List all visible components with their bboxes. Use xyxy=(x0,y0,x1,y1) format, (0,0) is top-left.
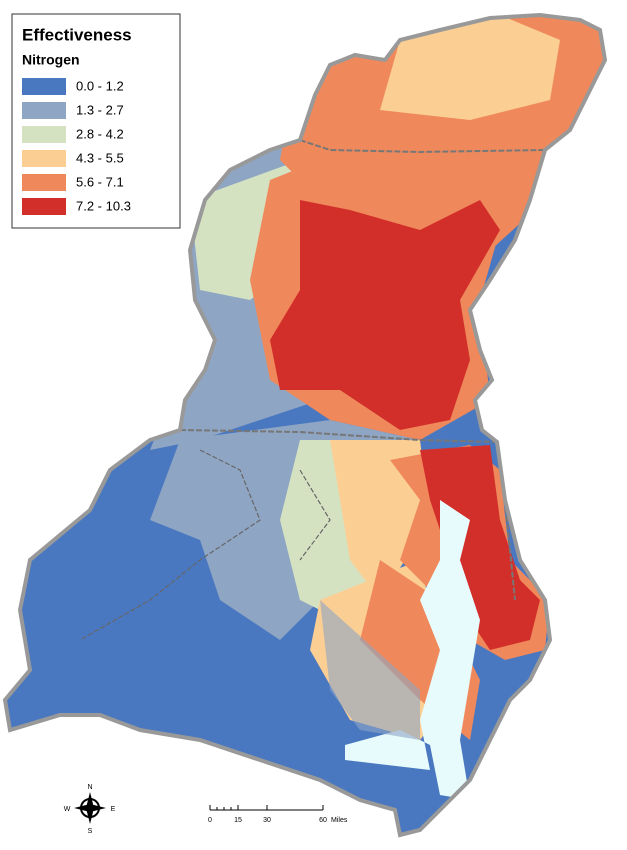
scale-label: 15 xyxy=(234,817,242,824)
scale-units: Miles xyxy=(331,817,348,824)
compass-star xyxy=(74,792,106,824)
legend-label: 2.8 - 4.2 xyxy=(76,126,124,141)
legend-swatch xyxy=(22,150,66,167)
legend-label: 5.6 - 7.1 xyxy=(76,174,124,189)
region xyxy=(420,445,540,650)
legend: Effectiveness Nitrogen 0.0 - 1.2 1.3 - 2.… xyxy=(11,13,181,229)
legend-swatch xyxy=(22,174,66,191)
region xyxy=(380,15,560,120)
compass-south: S xyxy=(88,828,93,835)
region xyxy=(270,200,500,430)
legend-subtitle: Nitrogen xyxy=(22,52,80,68)
scale-label: 0 xyxy=(208,817,212,824)
region xyxy=(320,600,420,740)
legend-swatch xyxy=(22,126,66,143)
scale-label: 60 xyxy=(319,817,327,824)
state-border xyxy=(179,139,546,601)
compass-west: W xyxy=(64,806,71,813)
compass-north: N xyxy=(87,784,92,791)
legend-swatch xyxy=(22,78,66,95)
bay xyxy=(345,500,480,800)
legend-title: Effectiveness xyxy=(22,25,132,44)
legend-label: 7.2 - 10.3 xyxy=(76,198,131,213)
legend-items: 0.0 - 1.2 1.3 - 2.7 2.8 - 4.2 4.3 - 5.5 5.6 … xyxy=(22,78,131,215)
state-border xyxy=(79,449,331,641)
legend-label: 0.0 - 1.2 xyxy=(76,78,124,93)
compass: N S E W xyxy=(64,784,116,835)
legend-swatch xyxy=(22,198,66,215)
legend-label: 1.3 - 2.7 xyxy=(76,102,124,117)
legend-box xyxy=(11,13,181,229)
compass-east: E xyxy=(111,806,116,813)
legend-swatch xyxy=(22,102,66,119)
legend-label: 4.3 - 5.5 xyxy=(76,150,124,165)
scale-bar: Miles 0 15 30 60 xyxy=(208,805,348,824)
scale-label: 30 xyxy=(263,817,271,824)
